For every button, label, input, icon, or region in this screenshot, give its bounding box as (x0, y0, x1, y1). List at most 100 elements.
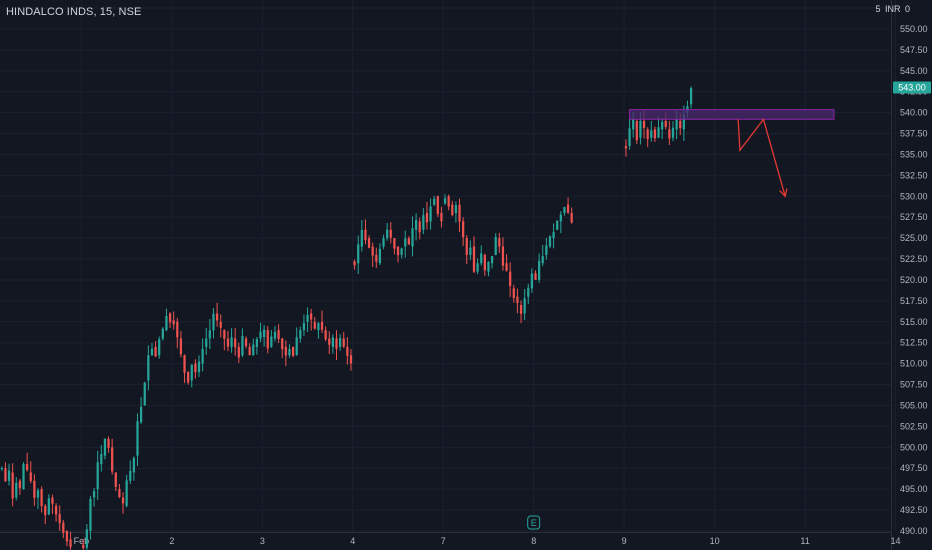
candle-body (682, 114, 685, 130)
candle-body (642, 120, 646, 128)
y-tick-label: 545.00 (900, 66, 928, 76)
candle-body (273, 331, 277, 339)
candle-body (411, 228, 414, 247)
candle-body (215, 313, 219, 321)
candle-body (36, 490, 40, 498)
candle-body (165, 315, 168, 331)
candle-body (425, 213, 429, 223)
candle-body (487, 261, 490, 272)
candle-body (632, 119, 635, 130)
candle-body (230, 337, 233, 347)
candle-body (4, 468, 7, 482)
candle-body (47, 498, 50, 515)
candle-body (129, 470, 132, 481)
candle-body (121, 497, 125, 504)
candle-body (44, 505, 47, 516)
candle-body (176, 321, 179, 338)
candle-body (360, 230, 363, 247)
candle-body (465, 238, 468, 256)
candle-body (161, 328, 164, 339)
candle-body (664, 120, 667, 127)
candle-body (639, 120, 642, 138)
x-tick-label: 7 (441, 536, 446, 546)
candle-body (404, 238, 407, 247)
candle-body (241, 336, 244, 356)
candle-body (342, 338, 345, 347)
candle-body (624, 145, 628, 149)
candle-body (657, 127, 660, 138)
y-tick-label: 502.50 (900, 421, 928, 431)
candle-body (252, 344, 255, 356)
candle-body (284, 346, 287, 356)
candle-body (54, 505, 58, 515)
candle-body (139, 406, 143, 423)
candle-body (407, 238, 410, 245)
candle-body (443, 198, 447, 204)
candle-body (26, 464, 29, 471)
x-tick-label: Feb (74, 536, 90, 546)
candle-body (33, 480, 36, 498)
candle-body (346, 346, 349, 356)
y-tick-label: 522.50 (900, 254, 928, 264)
candle-body (628, 128, 631, 147)
candle-body (263, 329, 266, 337)
candle-body (313, 321, 316, 329)
candle-body (541, 256, 544, 264)
candle-body (18, 480, 22, 489)
candle-body (671, 127, 675, 138)
candle-body (310, 313, 313, 320)
candle-body (65, 531, 69, 542)
y-tick-label: 507.50 (900, 380, 928, 390)
candle-body (208, 330, 211, 339)
candle-body (429, 206, 432, 222)
candle-body (158, 339, 161, 356)
candle-body (7, 470, 11, 481)
candle-body (559, 214, 562, 222)
candle-body (436, 196, 439, 214)
candle-body (382, 238, 385, 247)
candle-body (458, 204, 461, 222)
candle-body (205, 338, 208, 347)
candle-body (168, 313, 172, 323)
candle-body (451, 204, 454, 215)
candle-body (548, 236, 552, 247)
candle-body (646, 129, 649, 140)
x-tick-label: 11 (800, 536, 809, 546)
candle-body (418, 221, 421, 233)
y-tick-label: 517.50 (900, 296, 928, 306)
candle-body (266, 330, 269, 349)
candle-body (378, 248, 382, 264)
candle-body (668, 129, 671, 139)
candle-body (234, 338, 237, 348)
candle-body (367, 238, 371, 248)
candle-body (440, 213, 443, 222)
y-tick-label: 492.50 (900, 505, 928, 515)
candle-body (422, 215, 425, 230)
candle-body (302, 323, 306, 331)
x-tick-label: 3 (260, 536, 265, 546)
candle-body (516, 296, 519, 304)
candle-body (389, 229, 392, 238)
candle-body (0, 467, 3, 469)
candle-body (393, 238, 396, 249)
candle-body (462, 221, 465, 238)
candle-body (454, 205, 458, 214)
candle-body (353, 261, 356, 266)
y-tick-label: 495.00 (900, 484, 928, 494)
candle-body (118, 489, 121, 498)
candle-body (150, 348, 154, 356)
x-tick-label: 2 (169, 536, 174, 546)
resistance-zone (629, 109, 835, 120)
candle-body (324, 330, 327, 340)
candle-body (566, 204, 570, 213)
candle-body (29, 472, 32, 482)
candle-body (212, 313, 215, 331)
candle-body (447, 196, 450, 207)
candle-body (320, 321, 324, 330)
y-tick-label: 500.00 (900, 442, 928, 452)
candle-body (103, 438, 107, 456)
candle-body (494, 236, 497, 255)
candle-body (190, 364, 193, 381)
candle-body (111, 447, 114, 472)
